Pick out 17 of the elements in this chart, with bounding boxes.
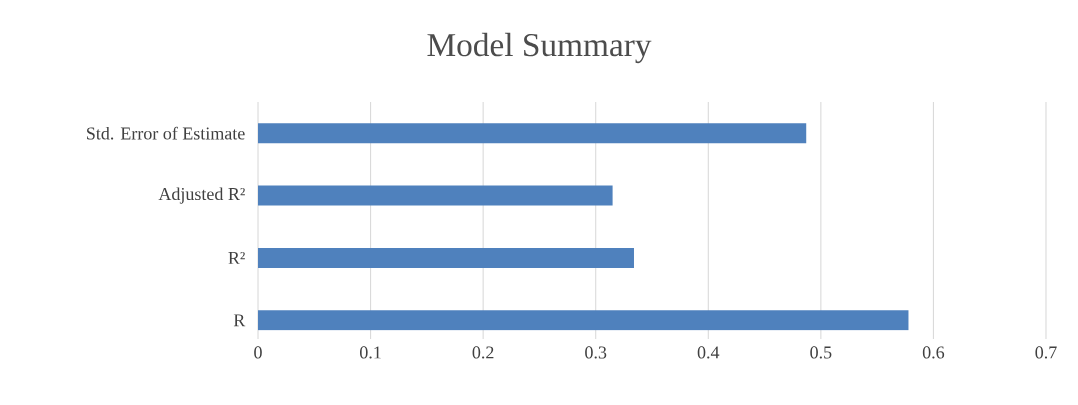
- y-tick-label: R²: [228, 251, 245, 264]
- bar: [258, 310, 909, 331]
- x-tick-label: 0.7: [1035, 346, 1057, 359]
- x-tick-label: 0.2: [472, 346, 494, 359]
- y-tick-label: R: [233, 314, 246, 327]
- x-tick-label: 0.4: [697, 346, 720, 359]
- x-tick-label: 0.5: [810, 346, 832, 359]
- y-tick-label: Std. Error of Estimate: [87, 126, 245, 140]
- x-tick-label: 0.6: [922, 346, 945, 359]
- bar: [258, 185, 613, 206]
- x-tick-label: 0.1: [360, 346, 381, 359]
- bar: [258, 123, 807, 144]
- y-tick-label: Adjusted R²: [158, 187, 245, 204]
- chart-title: Model Summary: [427, 32, 652, 64]
- x-tick-label: 0.3: [585, 346, 607, 359]
- x-tick-label: 0: [254, 346, 262, 359]
- bar: [258, 247, 634, 268]
